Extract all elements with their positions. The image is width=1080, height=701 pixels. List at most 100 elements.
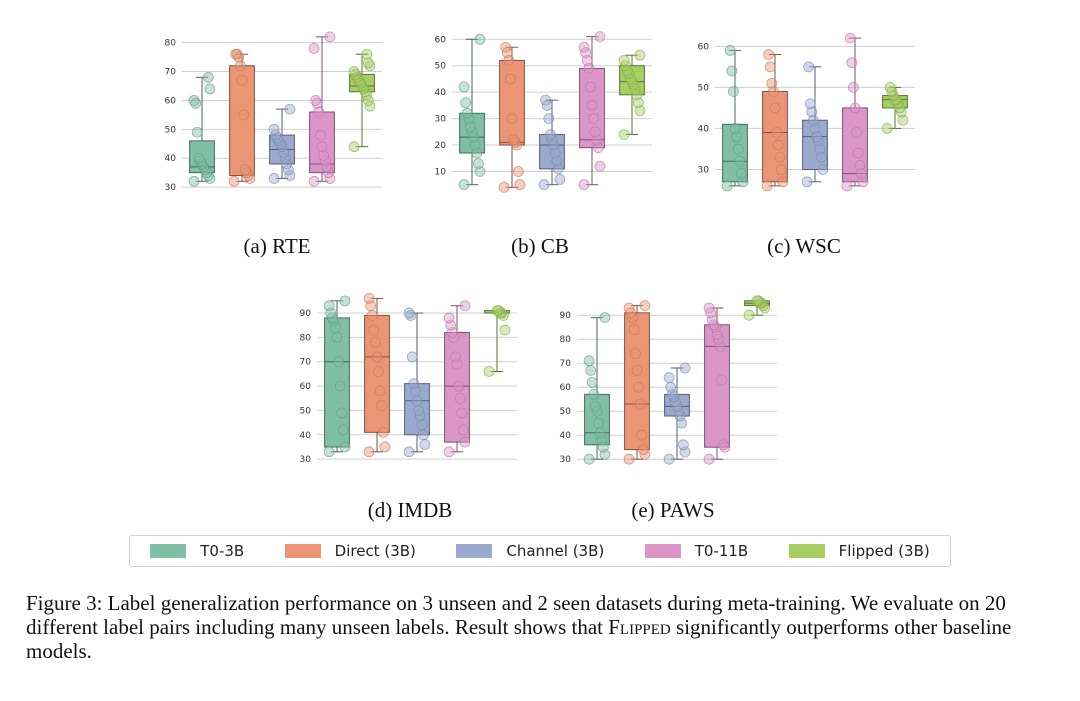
data-point <box>803 61 815 73</box>
data-point <box>351 71 363 83</box>
box-channel-3b- <box>403 307 431 458</box>
chart-paws: 30 40 50 60 70 80 90 <box>560 295 777 465</box>
panel-cb: 10 20 30 40 50 60 <box>420 28 658 201</box>
data-point <box>623 453 635 465</box>
data-point <box>376 400 388 411</box>
data-point <box>242 170 254 181</box>
y-tick-label: 40 <box>560 431 572 441</box>
data-point <box>630 348 641 359</box>
data-point <box>450 351 461 363</box>
data-point <box>454 392 466 404</box>
data-point <box>202 170 214 181</box>
data-point <box>204 173 216 184</box>
data-point <box>337 424 349 436</box>
box-t0-3b <box>458 33 486 191</box>
y-tick-label: 30 <box>698 165 710 175</box>
data-point <box>323 446 335 458</box>
y-tick-label: 40 <box>300 431 312 441</box>
data-point <box>586 99 598 111</box>
data-point <box>717 439 729 451</box>
legend-label: T0-11B <box>694 542 749 560</box>
data-point <box>308 43 320 54</box>
data-point <box>348 141 360 153</box>
data-point <box>331 331 343 343</box>
data-point <box>324 31 336 43</box>
y-tick-label: 50 <box>560 407 572 417</box>
y-tick-label: 60 <box>560 383 572 393</box>
data-point <box>199 164 211 176</box>
y-tick-label: 60 <box>165 96 177 106</box>
box-direct-3b- <box>228 48 256 187</box>
y-tick-label: 80 <box>300 333 312 343</box>
data-point <box>374 385 386 397</box>
data-point <box>413 405 424 416</box>
box-t0-11b <box>308 31 336 187</box>
data-point <box>315 129 326 141</box>
data-point <box>897 114 909 126</box>
y-tick-label: 40 <box>435 88 447 98</box>
y-tick-label: 90 <box>300 309 312 319</box>
box-direct-3b- <box>363 293 391 458</box>
data-point <box>854 159 866 171</box>
data-point <box>855 168 867 179</box>
data-point <box>772 139 784 151</box>
data-point <box>766 77 778 89</box>
data-point <box>469 139 481 151</box>
data-point <box>623 302 635 314</box>
data-point <box>411 395 423 407</box>
data-point <box>356 80 368 92</box>
y-tick-label: 50 <box>300 406 312 416</box>
data-point <box>737 176 749 188</box>
data-point <box>632 97 644 109</box>
y-tick-label: 60 <box>435 35 447 45</box>
data-point <box>472 158 484 169</box>
data-point <box>849 102 861 114</box>
data-point <box>366 310 378 321</box>
data-point <box>771 127 782 138</box>
data-point <box>350 69 362 80</box>
data-point <box>637 444 649 456</box>
data-point <box>359 86 371 98</box>
data-point <box>594 31 606 43</box>
data-point <box>364 60 376 72</box>
data-point <box>443 446 455 458</box>
data-point <box>769 102 781 114</box>
data-point <box>308 175 320 187</box>
data-point <box>471 147 483 159</box>
data-point <box>857 176 869 188</box>
data-point <box>499 324 511 336</box>
legend-swatch <box>644 544 681 558</box>
data-point <box>841 180 853 192</box>
data-point <box>363 446 375 458</box>
data-point <box>459 436 471 448</box>
legend-label: Direct (3B) <box>334 542 416 560</box>
data-point <box>543 113 555 125</box>
data-point <box>458 81 470 93</box>
box-direct-3b- <box>498 41 526 193</box>
data-point <box>763 49 775 60</box>
data-point <box>460 97 472 109</box>
legend-swatch <box>150 544 187 558</box>
data-point <box>592 142 604 154</box>
box-channel-3b- <box>268 103 296 184</box>
data-point <box>811 131 822 143</box>
data-point <box>459 300 471 312</box>
figure-caption-suffix: significantly outperforms other baseline… <box>26 615 1012 663</box>
data-point <box>751 295 763 307</box>
box-flipped-3b- <box>881 81 909 134</box>
data-point <box>512 166 524 177</box>
y-tick-label: 90 <box>560 311 572 321</box>
data-point <box>228 175 240 187</box>
data-point <box>241 167 253 179</box>
panel-imdb: 30 40 50 60 70 80 90 <box>285 290 523 475</box>
legend-item-direct-3b: Direct (3B) <box>284 542 416 560</box>
data-point <box>634 105 646 117</box>
data-point <box>679 362 691 374</box>
caption-wsc: (c) WSC <box>767 234 841 258</box>
y-tick-label: 60 <box>300 382 312 392</box>
data-point <box>578 179 590 191</box>
data-point <box>491 305 503 317</box>
data-point <box>358 83 369 95</box>
data-point <box>508 134 519 146</box>
legend-swatch <box>284 544 321 558</box>
